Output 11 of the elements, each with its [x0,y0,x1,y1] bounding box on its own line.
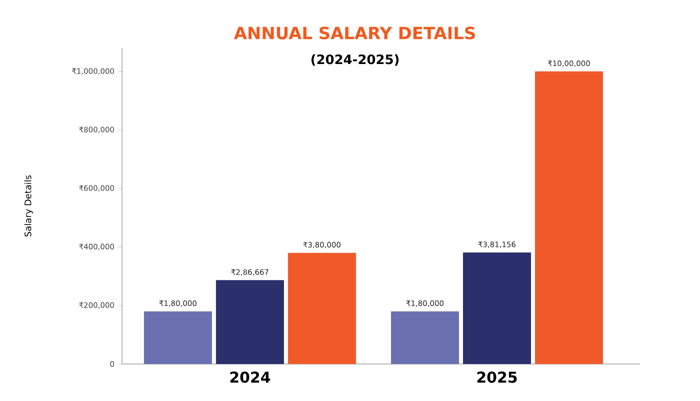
chart-title: ANNUAL SALARY DETAILS [234,26,475,40]
bar [288,252,356,364]
bar [462,252,531,364]
x-tick-label: 2024 [230,372,270,383]
y-axis-title: Salary Details [24,175,34,236]
bar [534,71,603,364]
chart-subtitle: (2024-2025) [311,54,399,66]
bar [144,311,212,364]
x-tick-label: 2025 [477,372,517,383]
bar [216,280,284,364]
bar [390,311,459,364]
